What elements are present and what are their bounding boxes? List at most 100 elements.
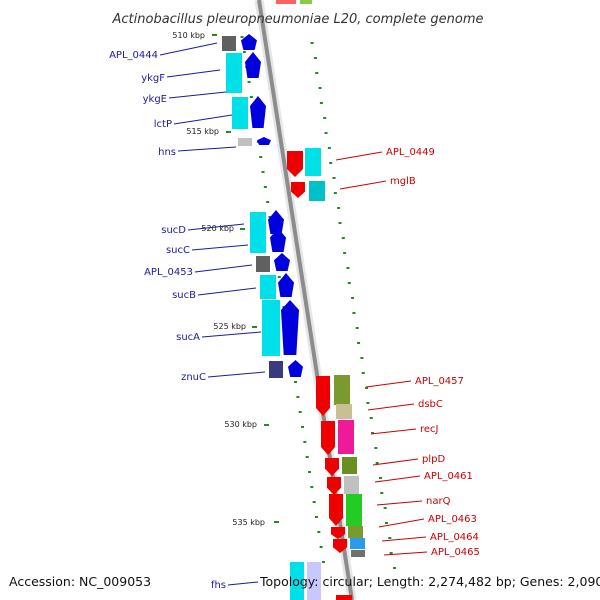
label-leader-left xyxy=(207,371,266,378)
feature-block-sucA xyxy=(262,300,280,356)
forward-arrow xyxy=(250,96,266,128)
label-leader-left xyxy=(197,287,257,296)
feature-block-apl0461 xyxy=(344,476,359,494)
feature-block-mglB xyxy=(309,181,325,201)
gene-label-APL_0457[interactable]: APL_0457 xyxy=(415,376,464,387)
gc-dot-inner xyxy=(310,486,314,488)
gc-dot-inner xyxy=(261,171,265,173)
gc-dot-outer xyxy=(380,492,384,494)
reverse-arrow xyxy=(325,458,339,476)
gc-dot-inner xyxy=(303,441,307,443)
gc-dot-outer xyxy=(374,447,378,449)
gc-dot-outer xyxy=(347,282,351,284)
label-leader-right xyxy=(381,536,427,542)
gene-label-narQ[interactable]: narQ xyxy=(426,496,451,507)
gc-dot-outer xyxy=(315,72,319,74)
gc-dot-outer xyxy=(388,537,392,539)
feature-block-hns xyxy=(238,138,252,146)
gc-dot-inner xyxy=(247,81,251,83)
label-leader-left xyxy=(191,244,249,251)
gc-dot-inner xyxy=(296,396,300,398)
gc-dot-outer xyxy=(319,102,323,104)
gc-dot-outer xyxy=(392,567,396,569)
label-leader-left xyxy=(177,146,237,152)
feature-block-sucB xyxy=(260,275,276,299)
tick-label-520: 520 kbp xyxy=(201,224,234,233)
gene-label-plpD[interactable]: plpD xyxy=(422,454,445,465)
gc-dot-outer xyxy=(338,222,342,224)
tick-label-525: 525 kbp xyxy=(213,322,246,331)
gene-label-ykgE[interactable]: ykgE xyxy=(143,94,167,105)
gene-label-fhs[interactable]: fhs xyxy=(211,580,226,591)
gene-label-APL_0444[interactable]: APL_0444 xyxy=(109,50,158,61)
gene-label-mglB[interactable]: mglB xyxy=(390,176,416,187)
gc-dot-outer xyxy=(375,462,379,464)
label-leader-right xyxy=(378,518,425,528)
gc-dot-outer xyxy=(329,162,333,164)
gene-label-APL_0464[interactable]: APL_0464 xyxy=(430,532,479,543)
reverse-arrow xyxy=(321,421,335,455)
label-leader-right xyxy=(383,551,428,556)
gc-dot-outer xyxy=(384,522,388,524)
gc-dot-inner xyxy=(240,36,244,38)
label-leader-right xyxy=(367,403,415,411)
gene-label-sucC[interactable]: sucC xyxy=(166,245,190,256)
gc-dot-outer xyxy=(355,327,359,329)
forward-arrow xyxy=(270,228,286,252)
gene-label-APL_0463[interactable]: APL_0463 xyxy=(428,514,477,525)
gene-label-sucB[interactable]: sucB xyxy=(172,290,196,301)
gc-dot-outer xyxy=(346,267,350,269)
gc-dot-outer xyxy=(332,177,336,179)
label-leader-right xyxy=(335,151,383,161)
gc-dot-outer xyxy=(310,42,314,44)
gc-dot-inner xyxy=(242,51,246,53)
gene-label-sucA[interactable]: sucA xyxy=(176,332,200,343)
gc-dot-inner xyxy=(268,216,272,218)
gc-dot-inner xyxy=(301,426,305,428)
tick-mark xyxy=(212,34,217,36)
tick-mark xyxy=(240,228,245,230)
label-leader-left xyxy=(159,42,218,56)
gene-label-znuC[interactable]: znuC xyxy=(181,372,206,383)
gc-dot-outer xyxy=(361,372,365,374)
label-leaders-layer xyxy=(159,42,428,586)
feature-block-plpD xyxy=(342,457,357,474)
forward-arrow xyxy=(241,34,257,50)
reverse-arrow xyxy=(287,151,303,177)
gc-dot-inner xyxy=(308,471,312,473)
gc-dot-outer xyxy=(318,87,322,89)
gene-label-lctP[interactable]: lctP xyxy=(154,119,172,130)
gc-dot-inner xyxy=(321,561,325,563)
forward-arrow xyxy=(257,137,271,145)
gc-dot-outer xyxy=(343,252,347,254)
gene-label-APL_0453[interactable]: APL_0453 xyxy=(144,267,193,278)
feature-block-apl0457 xyxy=(334,375,350,405)
label-leader-left xyxy=(168,91,227,99)
gene-label-APL_0449[interactable]: APL_0449 xyxy=(386,147,435,158)
gene-label-sucD[interactable]: sucD xyxy=(161,225,186,236)
gene-label-hns[interactable]: hns xyxy=(158,147,176,158)
tick-mark xyxy=(226,131,231,133)
gc-dot-outer xyxy=(324,132,328,134)
gene-label-recJ[interactable]: recJ xyxy=(420,424,439,435)
forward-arrow xyxy=(245,52,261,78)
gc-dot-outer xyxy=(333,192,337,194)
gene-label-ykgF[interactable]: ykgF xyxy=(141,73,165,84)
feature-block-top xyxy=(276,0,296,4)
gene-label-dsbC[interactable]: dsbC xyxy=(418,399,443,410)
feature-block-apl0444 xyxy=(222,36,236,51)
feature-block-apl0465 xyxy=(351,550,365,557)
feature-block-recJ xyxy=(338,420,354,454)
gc-dot-inner xyxy=(294,381,298,383)
label-leader-left xyxy=(201,331,262,338)
gene-label-APL_0461[interactable]: APL_0461 xyxy=(424,471,473,482)
tick-marks-layer xyxy=(212,34,279,523)
tick-label-535: 535 kbp xyxy=(232,518,265,527)
forward-arrow xyxy=(278,273,294,297)
gc-dot-outer xyxy=(365,387,369,389)
gc-dot-inner xyxy=(277,276,281,278)
label-leader-right xyxy=(376,500,423,506)
gc-dot-inner xyxy=(317,531,321,533)
topology-text: Topology: circular; Length: 2,274,482 bp… xyxy=(259,574,600,589)
gene-label-APL_0465[interactable]: APL_0465 xyxy=(431,547,480,558)
